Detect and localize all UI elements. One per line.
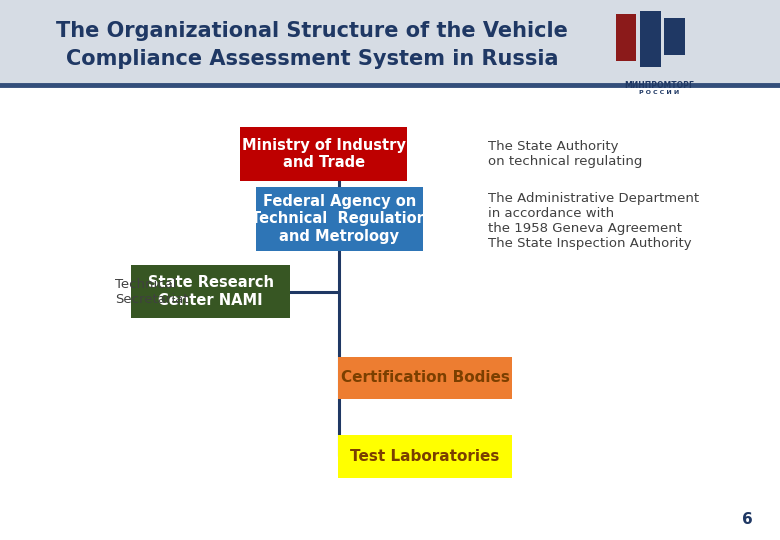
Polygon shape — [665, 18, 685, 55]
Text: Technical
Secretariat: Technical Secretariat — [115, 278, 189, 306]
Text: Р О С С И И: Р О С С И И — [639, 90, 679, 95]
FancyBboxPatch shape — [0, 0, 780, 85]
Text: МИНПРОМТОРГ: МИНПРОМТОРГ — [624, 81, 694, 90]
Text: Certification Bodies: Certification Bodies — [341, 370, 509, 386]
Text: Federal Agency on
Technical  Regulation
and Metrology: Federal Agency on Technical Regulation a… — [251, 194, 427, 244]
Text: 6: 6 — [742, 511, 753, 526]
FancyBboxPatch shape — [131, 265, 290, 318]
Text: Compliance Assessment System in Russia: Compliance Assessment System in Russia — [66, 49, 558, 69]
FancyBboxPatch shape — [338, 435, 512, 477]
FancyBboxPatch shape — [240, 127, 407, 180]
Text: State Research
Center NAMI: State Research Center NAMI — [147, 275, 274, 308]
Text: The State Authority
on technical regulating: The State Authority on technical regulat… — [488, 140, 642, 168]
Polygon shape — [640, 10, 661, 67]
FancyBboxPatch shape — [338, 356, 512, 399]
Text: Test Laboratories: Test Laboratories — [350, 449, 500, 464]
Text: The Organizational Structure of the Vehicle: The Organizational Structure of the Vehi… — [56, 21, 568, 41]
Text: The Administrative Department
in accordance with
the 1958 Geneva Agreement
The S: The Administrative Department in accorda… — [488, 192, 699, 251]
Polygon shape — [616, 14, 636, 61]
Text: Ministry of Industry
and Trade: Ministry of Industry and Trade — [242, 138, 406, 170]
FancyBboxPatch shape — [256, 186, 423, 251]
